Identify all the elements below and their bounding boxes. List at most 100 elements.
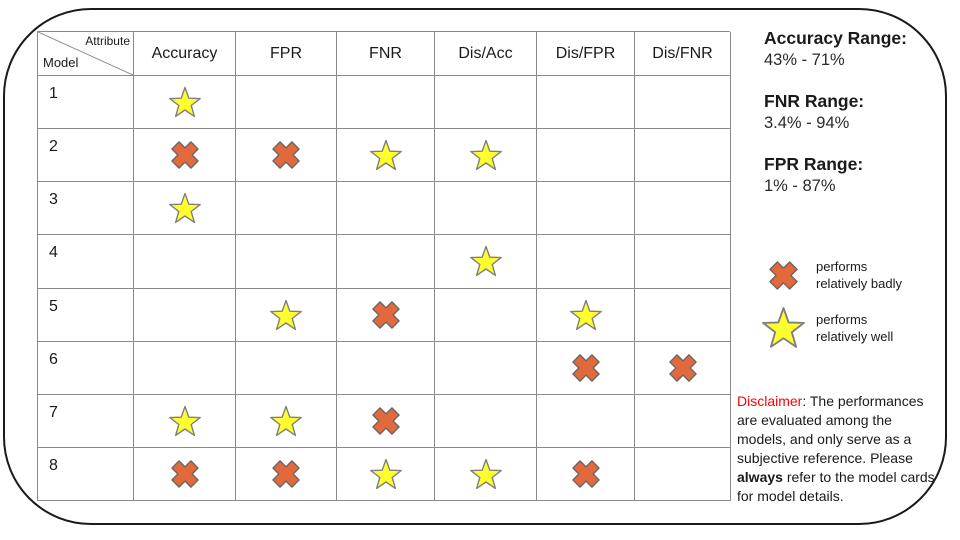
table-cell: [236, 235, 337, 289]
table-cell: [236, 394, 337, 448]
row-header-model-5: 5: [38, 288, 134, 342]
column-header-accuracy: Accuracy: [134, 32, 236, 76]
column-header-dis-fpr: Dis/FPR: [537, 32, 635, 76]
fpr-range-value: 1% - 87%: [764, 177, 836, 195]
corner-attribute-label: Attribute: [85, 34, 130, 48]
table-cell: [134, 341, 236, 395]
table-cell: [134, 182, 236, 236]
table-cell: [435, 394, 537, 448]
cross-icon: [570, 352, 602, 384]
column-header-dis-acc: Dis/Acc: [435, 32, 537, 76]
cross-icon: [370, 299, 402, 331]
star-icon: [369, 458, 402, 490]
column-header-fpr: FPR: [236, 32, 337, 76]
column-header-fnr: FNR: [337, 32, 435, 76]
table-cell: [337, 76, 435, 130]
row-header-model-3: 3: [38, 182, 134, 236]
table-cell: [236, 182, 337, 236]
row-header-model-7: 7: [38, 394, 134, 448]
table-cell: [337, 182, 435, 236]
table-cell: [537, 288, 635, 342]
row-header-model-8: 8: [38, 447, 134, 501]
fnr-range-value: 3.4% - 94%: [764, 114, 850, 132]
cross-icon: [270, 139, 302, 171]
disclaimer-text: Disclaimer: The performances are evaluat…: [737, 393, 935, 504]
legend-item-good: performs relatively well: [760, 306, 950, 349]
table-cell: [337, 288, 435, 342]
table-cell: [537, 76, 635, 130]
accuracy-range-heading: Accuracy Range:: [764, 28, 907, 48]
corner-model-label: Model: [43, 55, 79, 70]
table-cell: [236, 288, 337, 342]
table-cell: [635, 76, 731, 130]
table-cell: [635, 447, 731, 501]
star-icon: [168, 86, 201, 118]
row-header-model-4: 4: [38, 235, 134, 289]
row-header-model-6: 6: [38, 341, 134, 395]
table-cell: [134, 394, 236, 448]
table-cell: [236, 129, 337, 183]
table-cell: [134, 235, 236, 289]
cross-icon: [169, 139, 201, 171]
cross-icon: [169, 458, 201, 490]
table-cell: [537, 447, 635, 501]
table-cell: [337, 394, 435, 448]
table-cell: [435, 341, 537, 395]
corner-header-cell: Attribute Model: [38, 32, 134, 76]
table-cell: [635, 288, 731, 342]
star-icon: [760, 306, 806, 349]
legend: performs relatively badly performs relativ…: [760, 258, 950, 363]
table-cell: [236, 76, 337, 130]
table-cell: [635, 235, 731, 289]
fpr-range-block: FPR Range: 1% - 87%: [764, 154, 954, 196]
table-cell: [435, 129, 537, 183]
table-cell: [134, 76, 236, 130]
cross-icon: [270, 458, 302, 490]
row-header-model-1: 1: [38, 76, 134, 130]
cross-icon: [667, 352, 699, 384]
table-cell: [537, 341, 635, 395]
star-icon: [469, 458, 502, 490]
star-icon: [270, 405, 302, 437]
table-cell: [134, 129, 236, 183]
column-header-dis-fnr: Dis/FNR: [635, 32, 731, 76]
table-cell: [635, 341, 731, 395]
fnr-range-block: FNR Range: 3.4% - 94%: [764, 91, 954, 133]
table-cell: [537, 182, 635, 236]
table-cell: [236, 447, 337, 501]
table-cell: [435, 447, 537, 501]
star-icon: [270, 299, 302, 331]
star-icon: [469, 139, 502, 171]
table-cell: [635, 129, 731, 183]
legend-label-bad: performs relatively badly: [816, 259, 902, 291]
table-cell: [537, 235, 635, 289]
table-cell: [337, 129, 435, 183]
row-header-model-2: 2: [38, 129, 134, 183]
table-cell: [337, 235, 435, 289]
star-icon: [168, 405, 201, 437]
cross-icon: [370, 405, 402, 437]
legend-label-good: performs relatively well: [816, 311, 894, 344]
star-icon: [168, 192, 201, 224]
table-cell: [635, 182, 731, 236]
disclaimer-label: Disclaimer: [737, 393, 803, 409]
cross-icon: [570, 458, 602, 490]
table-cell: [337, 447, 435, 501]
cross-icon: [760, 259, 806, 292]
legend-item-bad: performs relatively badly: [760, 258, 950, 292]
table-cell: [435, 288, 537, 342]
table-cell: [635, 394, 731, 448]
accuracy-range-block: Accuracy Range: 43% - 71%: [764, 28, 954, 70]
star-icon: [369, 139, 402, 171]
table-cell: [537, 129, 635, 183]
table-cell: [435, 182, 537, 236]
diagonal-divider: [38, 32, 133, 75]
fnr-range-heading: FNR Range:: [764, 91, 865, 111]
model-attribute-table: Attribute Model Accuracy FPR FNR Dis/Acc Dis/F…: [37, 31, 731, 501]
table-cell: [537, 394, 635, 448]
star-icon: [569, 299, 602, 331]
table-cell: [337, 341, 435, 395]
table-cell: [236, 341, 337, 395]
table-cell: [435, 76, 537, 130]
ranges-panel: Accuracy Range: 43% - 71% FNR Range: 3.4…: [764, 28, 954, 217]
